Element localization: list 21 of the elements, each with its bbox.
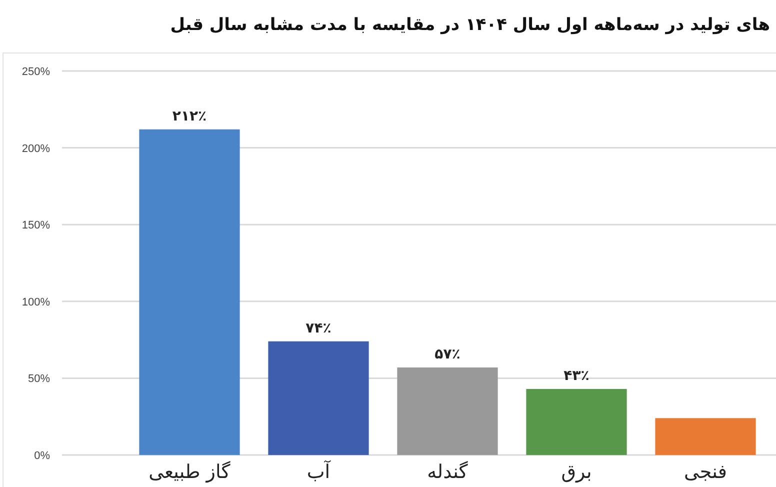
bar xyxy=(526,388,627,455)
x-tick-label: آب xyxy=(306,460,331,483)
x-tick-label: گاز طبیعی xyxy=(148,460,232,483)
data-label: ۴۳٪ xyxy=(564,368,590,384)
chart-title: های تولید در سه‌ماهه اول سال ۱۴۰۴ در مقایسه با مدت مشابه سال قبل xyxy=(170,15,770,35)
data-label: ۵۷٪ xyxy=(434,346,460,362)
y-tick-label: 50% xyxy=(28,373,50,386)
x-tick-label: گندله xyxy=(427,460,469,483)
y-tick-label: 0% xyxy=(34,450,50,462)
data-label: ۲۱۲٪ xyxy=(172,108,207,124)
x-tick-label: برق xyxy=(561,461,592,483)
bar xyxy=(655,418,756,455)
y-tick-label: 100% xyxy=(22,296,50,308)
y-tick-label: 150% xyxy=(22,220,50,232)
bar xyxy=(139,129,240,455)
x-tick-label: فنجی xyxy=(684,461,727,483)
y-tick-label: 250% xyxy=(22,66,50,78)
bar xyxy=(268,341,369,455)
y-tick-label: 200% xyxy=(22,142,50,155)
bar xyxy=(397,367,498,455)
data-label: ۷۴٪ xyxy=(306,320,332,336)
